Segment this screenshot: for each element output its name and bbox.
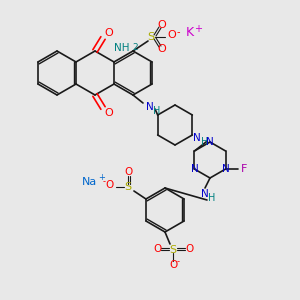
Text: -: - xyxy=(102,178,105,187)
Text: O: O xyxy=(168,30,176,40)
Text: N: N xyxy=(201,189,209,199)
Text: S: S xyxy=(169,245,177,255)
Text: N: N xyxy=(194,133,201,143)
Text: O: O xyxy=(158,20,166,30)
Text: H: H xyxy=(153,106,161,116)
Text: O: O xyxy=(169,260,177,270)
Text: O: O xyxy=(153,244,161,254)
Text: NH: NH xyxy=(114,43,130,53)
Text: N: N xyxy=(190,164,198,174)
Text: O: O xyxy=(185,244,193,254)
Text: O: O xyxy=(105,28,113,38)
Text: +: + xyxy=(194,24,202,34)
Text: N: N xyxy=(222,164,230,174)
Text: F: F xyxy=(240,164,247,174)
Text: H: H xyxy=(208,193,216,203)
Text: Na: Na xyxy=(82,177,98,187)
Text: N: N xyxy=(146,102,154,112)
Text: -: - xyxy=(176,27,180,37)
Text: O: O xyxy=(106,180,114,190)
Text: S: S xyxy=(147,32,155,42)
Text: H: H xyxy=(201,137,208,147)
Text: O: O xyxy=(125,167,133,177)
Text: -: - xyxy=(176,257,179,266)
Text: O: O xyxy=(158,44,166,54)
Text: +: + xyxy=(98,172,105,182)
Text: O: O xyxy=(105,108,113,118)
Text: K: K xyxy=(186,26,194,38)
Text: S: S xyxy=(124,182,131,192)
Text: 2: 2 xyxy=(132,44,138,52)
Text: N: N xyxy=(206,137,214,147)
